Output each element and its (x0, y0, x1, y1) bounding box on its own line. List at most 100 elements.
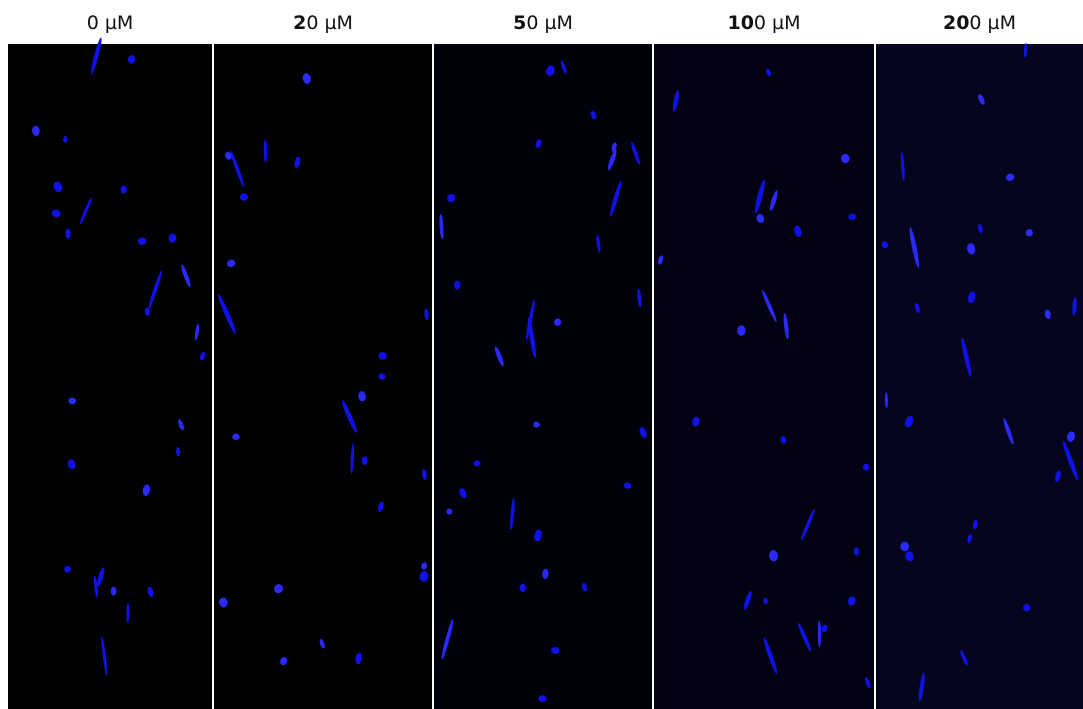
nucleus (607, 149, 617, 171)
nucleus (441, 619, 454, 660)
nucleus (609, 180, 622, 217)
nucleus (590, 111, 597, 120)
nucleus (967, 534, 973, 544)
nucleus (419, 571, 429, 582)
nucleus (1025, 229, 1033, 237)
nucleus (862, 463, 870, 471)
nucleus (263, 139, 268, 163)
label-bold: 2 (293, 12, 307, 34)
nucleus (961, 337, 972, 378)
nucleus (639, 427, 647, 438)
nucleus (596, 234, 601, 253)
nucleus (350, 443, 355, 474)
nucleus (754, 179, 765, 214)
nucleus (64, 565, 71, 573)
nucleus (319, 638, 325, 649)
nucleus (230, 150, 245, 188)
nucleus (68, 397, 77, 405)
nucleus (538, 695, 547, 703)
nucleus (1044, 309, 1051, 319)
nucleus (780, 436, 787, 444)
nucleus (967, 291, 976, 304)
nucleus (510, 497, 515, 530)
nucleus (756, 213, 765, 224)
nucleus (51, 209, 61, 218)
nucleus (446, 508, 453, 515)
micrograph (8, 44, 212, 709)
nucleus (302, 73, 311, 84)
nucleus (977, 223, 983, 234)
nucleus (1054, 470, 1061, 483)
nucleus (378, 501, 384, 513)
nucleus (1022, 604, 1031, 612)
nucleus (219, 597, 228, 608)
nucleus (817, 620, 821, 648)
nucleus (144, 307, 151, 316)
label-text: 0 µM (86, 12, 134, 34)
nucleus (137, 237, 147, 245)
nucleus (1006, 173, 1015, 181)
nucleus (766, 68, 771, 77)
nucleus (168, 233, 177, 243)
nucleus (142, 484, 151, 496)
panel-label: 200 µM (876, 8, 1083, 38)
micrograph (434, 44, 652, 709)
nucleus (1062, 440, 1078, 481)
nucleus (224, 151, 232, 160)
nucleus (623, 482, 632, 489)
panel-label: 20 µM (214, 8, 432, 38)
nucleus (978, 94, 985, 105)
nucleus (176, 447, 181, 457)
nucleus (840, 153, 850, 164)
nucleus (770, 190, 778, 211)
nucleus (378, 373, 386, 380)
nucleus (762, 290, 777, 322)
nucleus (881, 241, 889, 249)
nucleus (550, 647, 560, 654)
nucleus (905, 551, 914, 562)
nucleus (32, 125, 40, 136)
nucleus (110, 586, 117, 596)
nucleus (147, 586, 154, 598)
nucleus (361, 456, 368, 465)
nucleus (534, 529, 542, 542)
nucleus (79, 197, 92, 225)
nucleus (232, 433, 240, 441)
nucleus (181, 264, 191, 288)
nucleus (148, 270, 163, 310)
nucleus (884, 392, 888, 408)
nucleus (280, 656, 288, 666)
nucleus (909, 227, 919, 268)
nucleus (199, 352, 206, 361)
panel-label: 50 µM (434, 8, 652, 38)
micrograph (876, 44, 1083, 709)
nucleus (459, 488, 467, 499)
nucleus (90, 37, 102, 75)
nucleus (554, 318, 562, 326)
nucleus (178, 419, 184, 431)
label-text: 0 µM (753, 12, 801, 34)
label-bold: 10 (727, 12, 754, 34)
nucleus (865, 677, 871, 689)
nucleus (637, 288, 642, 308)
nucleus (67, 459, 76, 470)
nucleus (737, 325, 746, 336)
nucleus (355, 652, 362, 665)
nucleus (692, 416, 700, 427)
nucleus (631, 141, 641, 165)
nucleus (794, 225, 802, 237)
nucleus (439, 213, 444, 240)
nucleus (783, 313, 789, 340)
nucleus (853, 547, 860, 556)
nucleus (194, 323, 200, 341)
nucleus (1003, 418, 1014, 445)
panel-label: 0 µM (8, 8, 212, 38)
nucleus (769, 550, 778, 562)
nucleus (218, 294, 236, 335)
nucleus (378, 351, 387, 360)
nucleus (294, 156, 301, 169)
micrograph (654, 44, 874, 709)
nucleus (101, 635, 108, 676)
nucleus (847, 596, 856, 606)
